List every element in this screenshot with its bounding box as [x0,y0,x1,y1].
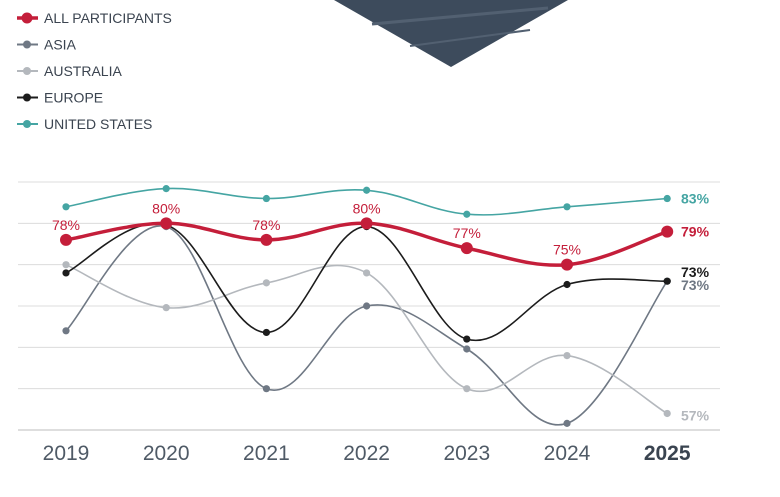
legend-label: EUROPE [44,90,103,106]
data-point [563,352,571,360]
legend-marker [23,93,31,102]
data-point [363,302,371,310]
data-label: 78% [52,217,80,233]
legend-marker [23,120,31,128]
data-point [162,304,170,312]
legend-item: ALL PARTICIPANTS [17,10,172,26]
data-point [262,385,270,393]
series-lines: 73% 57% 73% 83% 78% 80% 78% 80% 77% 75% 79% [52,185,710,427]
data-point [262,279,270,287]
data-point [563,280,571,289]
data-point [260,233,273,246]
legend-label: UNITED STATES [44,116,152,132]
data-point [62,269,70,277]
x-tick-label: 2019 [43,442,90,465]
series-united-states: 83% [62,185,710,218]
x-tick-label: 2025 [644,442,691,465]
end-label: 73% [681,264,710,280]
legend-marker [21,12,33,24]
series-all-participants: 78% 80% 78% 80% 77% 75% 79% [52,200,710,271]
data-point [663,194,671,203]
data-point [460,242,473,255]
x-tick-label: 2020 [143,442,190,465]
legend-item: AUSTRALIA [17,63,122,79]
end-label: 79% [681,224,710,240]
data-point [360,217,373,230]
legend-marker [23,67,31,75]
legend-marker [23,40,31,49]
x-tick-label: 2022 [343,442,390,465]
data-point [160,217,173,230]
x-axis-ticks: 2019 2020 2021 2022 2023 2024 2025 [43,442,691,465]
legend-label: AUSTRALIA [44,63,122,79]
series-australia: 57% [62,261,710,423]
series-europe: 73% [62,221,710,343]
data-label: 80% [353,200,381,216]
data-point [661,225,674,238]
end-label: 57% [681,407,710,423]
data-point [663,277,671,285]
x-tick-label: 2023 [443,442,490,465]
legend-label: ALL PARTICIPANTS [44,10,172,26]
data-point [62,327,70,335]
data-point [62,261,70,269]
decorative-triangle-stroke [371,6,549,26]
legend-item: UNITED STATES [17,116,152,132]
data-point [363,186,371,194]
data-point [463,210,471,218]
data-point [561,258,573,271]
data-point [463,385,471,393]
data-point [363,269,371,277]
data-label: 77% [453,225,481,241]
end-label: 73% [681,277,710,293]
data-point [563,203,571,211]
decorative-triangle [334,0,568,67]
data-point [262,194,270,203]
legend-label: ASIA [44,37,77,53]
data-point [60,233,72,246]
data-point [663,409,671,418]
data-point [463,345,471,353]
legend: ALL PARTICIPANTS ASIA AUSTRALIA EUROPE UNITE… [17,10,172,132]
x-tick-label: 2021 [243,442,290,465]
x-tick-label: 2024 [544,442,591,465]
data-point [262,328,270,337]
data-label: 75% [553,242,581,258]
data-point [463,335,471,343]
data-point [62,203,70,211]
end-label: 83% [681,191,710,207]
data-point [162,185,170,193]
legend-item: EUROPE [17,90,103,106]
series-line [65,263,668,415]
data-point [563,419,571,427]
legend-item: ASIA [17,37,77,53]
decorative-triangle-stroke [409,29,531,47]
data-label: 80% [152,200,180,216]
data-label: 78% [252,217,280,233]
